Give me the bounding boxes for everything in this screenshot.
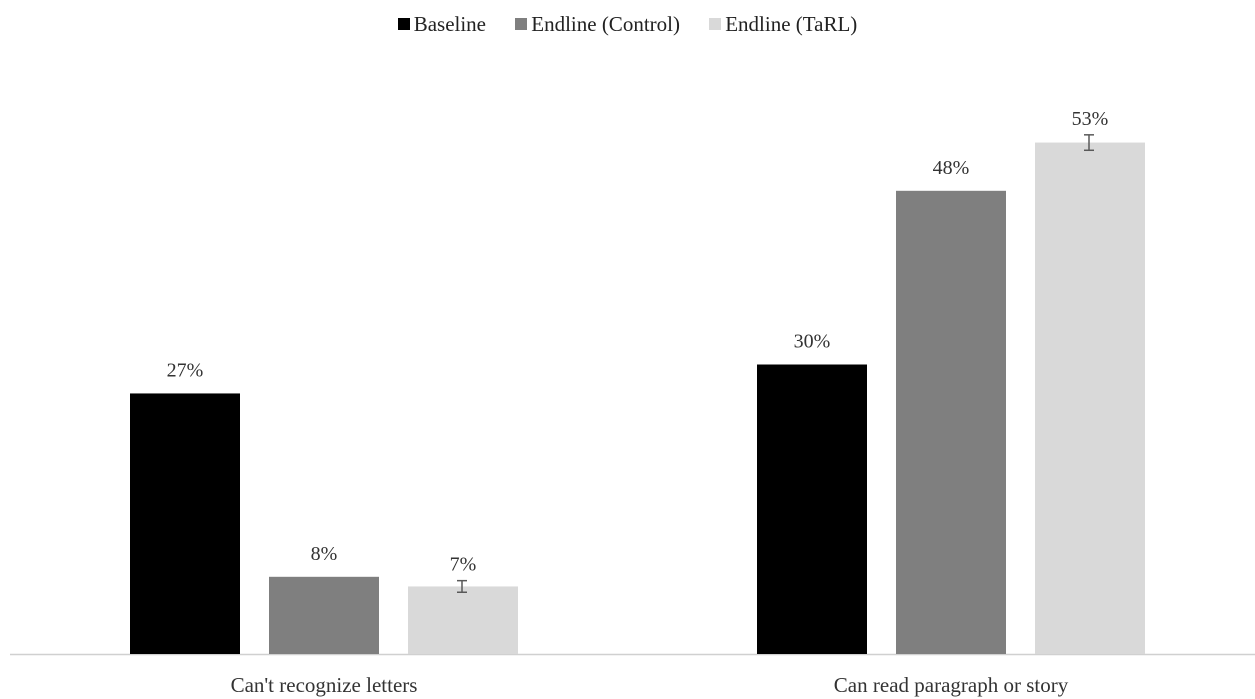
data-label-endline-control-2: 48% [933,157,970,179]
legend-swatch-endline-tarl [709,17,722,30]
bar-endline-tarl-2 [1035,142,1145,655]
legend-label-endline-tarl: Endline (TaRL) [725,11,858,36]
bar-baseline-2 [757,364,867,654]
data-label-endline-tarl-1: 7% [450,554,477,576]
data-label-baseline-1: 27% [167,359,204,381]
legend-swatch-baseline [397,17,410,30]
data-label-endline-tarl-2: 53% [1072,108,1109,130]
x-tick-label-2: Can read paragraph or story [834,673,1069,697]
legend-item-endline-control: Endline (Control) [515,12,680,37]
legend-swatch-endline-control [515,17,528,30]
data-label-baseline-2: 30% [794,331,831,353]
legend-item-baseline: Baseline [397,11,486,37]
data-label-endline-control-1: 8% [311,543,338,565]
bar-endline-tarl-1 [408,586,518,654]
x-tick-label-1: Can't recognize letters [231,673,418,697]
bar-endline-control-2 [896,190,1006,655]
legend-item-endline-tarl: Endline (TaRL) [709,12,857,37]
legend-label-baseline: Baseline [413,11,486,36]
bar-endline-control-1 [269,576,379,654]
chart-legend: Baseline Endline (Control) Endline (TaRL… [0,10,1255,37]
bar-baseline-1 [130,393,240,654]
legend-label-endline-control: Endline (Control) [531,11,680,36]
